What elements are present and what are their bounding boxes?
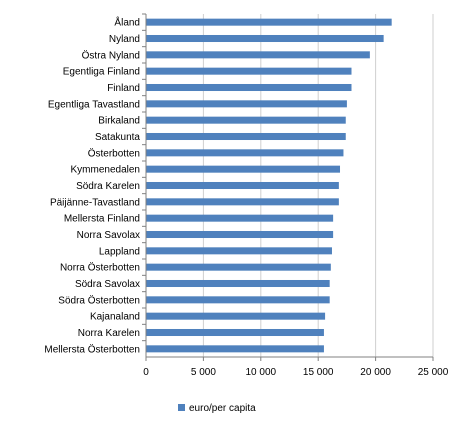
bar: [146, 132, 346, 141]
bar: [146, 67, 352, 75]
category-label: Nyland: [109, 34, 140, 45]
bar: [146, 100, 347, 108]
bar: [146, 214, 334, 222]
x-tick-labels: 0 5 000 10 000 15 000 20 000 25 000: [143, 357, 449, 378]
category-label: Norra Österbotten: [60, 262, 140, 274]
bar: [146, 312, 326, 320]
bar: [146, 18, 392, 26]
category-label: Finland: [107, 83, 140, 94]
category-label: Kymmenedalen: [71, 165, 140, 176]
bar: [146, 149, 344, 157]
category-label: Norra Savolax: [77, 230, 140, 241]
category-label: Satakunta: [95, 132, 140, 143]
category-label: Österbotten: [88, 147, 140, 159]
x-tick-label: 10 000: [246, 367, 277, 378]
category-label: Östra Nyland: [82, 49, 140, 61]
category-label: Kajanaland: [90, 312, 140, 323]
bar: [146, 230, 334, 239]
bar: [146, 328, 324, 337]
x-tick-label: 5 000: [191, 367, 216, 378]
axes: [145, 14, 433, 358]
legend-swatch: [178, 404, 185, 411]
bar: [146, 181, 339, 190]
category-label: Mellersta Finland: [64, 214, 140, 225]
category-label: Egentliga Tavastland: [48, 99, 140, 110]
bar: [146, 296, 330, 304]
x-tick-label: 15 000: [303, 367, 334, 378]
bar: [146, 263, 331, 271]
category-label: Lappland: [99, 246, 140, 257]
bar: [146, 116, 346, 124]
legend-label: euro/per capita: [189, 403, 256, 414]
bar: [146, 247, 332, 255]
category-label: Södra Savolax: [75, 279, 140, 290]
category-label: Mellersta Österbotten: [44, 343, 140, 355]
category-label: Södra Österbotten: [58, 294, 140, 306]
x-tick-label: 0: [143, 367, 149, 378]
bar: [146, 279, 330, 288]
category-label: Södra Karelen: [76, 181, 140, 192]
category-label: Åland: [114, 16, 140, 29]
bar: [146, 51, 370, 59]
bar: [146, 198, 339, 206]
bar: [146, 165, 341, 173]
bars: [146, 18, 392, 353]
x-tick-label: 25 000: [418, 367, 449, 378]
bar: [146, 345, 324, 353]
bar: [146, 34, 384, 43]
category-label: Egentliga Finland: [63, 67, 140, 78]
legend: euro/per capita: [178, 403, 256, 414]
x-tick-label: 20 000: [360, 367, 391, 378]
category-label: Birkaland: [98, 116, 140, 127]
category-label: Norra Karelen: [78, 328, 140, 339]
bar: [146, 83, 352, 92]
category-labels: Åland Nyland Östra Nyland Egentliga Finland…: [44, 13, 146, 355]
category-label: Päijänne-Tavastland: [50, 197, 140, 208]
